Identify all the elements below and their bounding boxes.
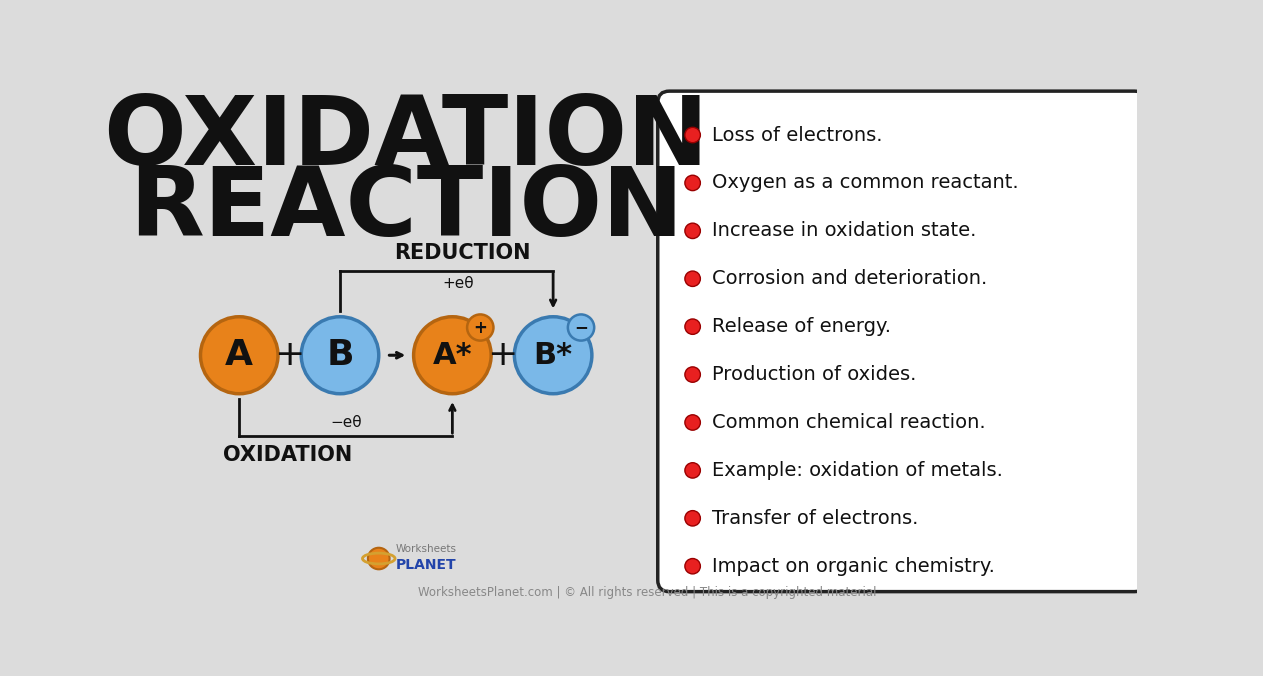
Circle shape — [467, 314, 494, 341]
Circle shape — [685, 510, 701, 526]
Circle shape — [685, 367, 701, 382]
Circle shape — [302, 317, 379, 393]
Text: Transfer of electrons.: Transfer of electrons. — [712, 509, 918, 528]
Circle shape — [685, 558, 701, 574]
Text: Worksheets: Worksheets — [395, 544, 457, 554]
Text: REDUCTION: REDUCTION — [394, 243, 530, 263]
Text: Release of energy.: Release of energy. — [712, 317, 890, 336]
Circle shape — [201, 317, 278, 393]
Circle shape — [685, 462, 701, 478]
Circle shape — [368, 548, 389, 569]
Text: Corrosion and deterioration.: Corrosion and deterioration. — [712, 269, 988, 288]
Text: +: + — [474, 318, 488, 337]
Text: +: + — [274, 338, 304, 372]
FancyBboxPatch shape — [658, 91, 1146, 592]
Circle shape — [568, 314, 594, 341]
Circle shape — [514, 317, 592, 393]
Text: PLANET: PLANET — [395, 558, 456, 572]
Text: −: − — [575, 318, 589, 337]
Circle shape — [685, 223, 701, 239]
Text: Production of oxides.: Production of oxides. — [712, 365, 917, 384]
Text: Oxygen as a common reactant.: Oxygen as a common reactant. — [712, 174, 1019, 193]
Text: A*: A* — [432, 341, 472, 370]
Text: OXIDATION: OXIDATION — [104, 92, 709, 185]
Text: Example: oxidation of metals.: Example: oxidation of metals. — [712, 461, 1003, 480]
Circle shape — [685, 319, 701, 335]
Text: A: A — [225, 338, 254, 372]
Circle shape — [685, 415, 701, 430]
Text: Common chemical reaction.: Common chemical reaction. — [712, 413, 985, 432]
Circle shape — [685, 127, 701, 143]
Text: REACTION: REACTION — [129, 163, 683, 256]
Text: B*: B* — [533, 341, 572, 370]
Text: WorksheetsPlanet.com | © All rights reserved | This is a copyrighted material: WorksheetsPlanet.com | © All rights rese… — [418, 586, 877, 599]
Circle shape — [685, 175, 701, 191]
Text: −eθ: −eθ — [330, 415, 361, 430]
Circle shape — [685, 271, 701, 287]
Text: Impact on organic chemistry.: Impact on organic chemistry. — [712, 557, 995, 576]
Text: Loss of electrons.: Loss of electrons. — [712, 126, 883, 145]
Text: +: + — [488, 338, 518, 372]
Text: +eθ: +eθ — [442, 276, 474, 291]
Text: OXIDATION: OXIDATION — [222, 445, 352, 465]
Text: Increase in oxidation state.: Increase in oxidation state. — [712, 221, 976, 241]
Text: B: B — [326, 338, 354, 372]
Circle shape — [413, 317, 491, 393]
